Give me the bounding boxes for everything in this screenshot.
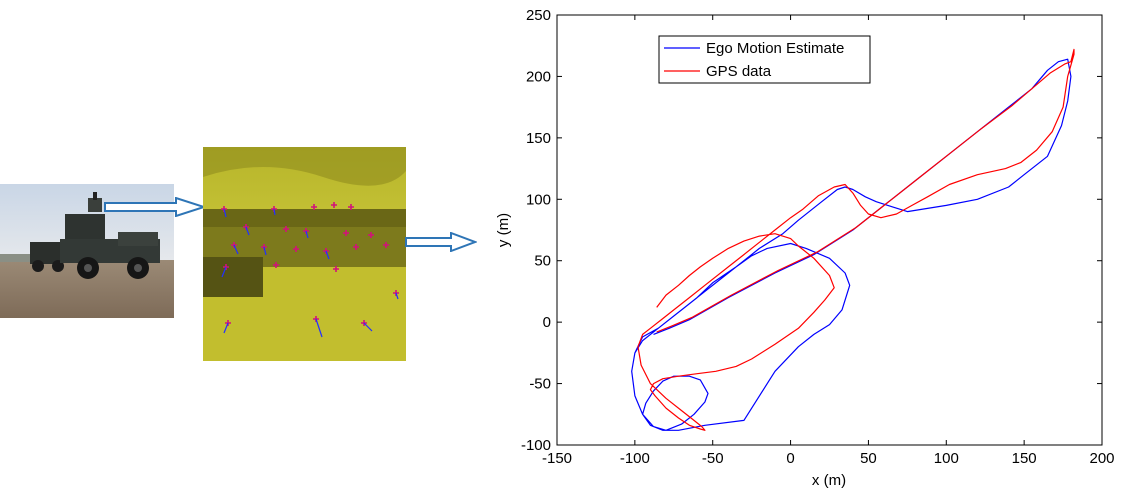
y-axis-label: y (m) <box>495 213 512 247</box>
plot-area <box>556 14 1103 446</box>
arrow-right-icon <box>104 197 206 217</box>
x-tick-label: -150 <box>542 450 572 467</box>
x-tick-label: 50 <box>860 450 877 467</box>
feature-tracking-image <box>203 147 406 361</box>
y-tick-label: 50 <box>534 253 551 270</box>
x-tick-label: 150 <box>1012 450 1037 467</box>
x-axis-label: x (m) <box>812 472 846 489</box>
legend-label-gps: GPS data <box>706 63 772 80</box>
y-tick-label: 150 <box>526 130 551 147</box>
x-tick-label: 200 <box>1089 450 1114 467</box>
y-tick-label: 100 <box>526 191 551 208</box>
x-tick-label: 0 <box>786 450 794 467</box>
x-tick-label: 100 <box>934 450 959 467</box>
legend: Ego Motion Estimate GPS data <box>658 35 871 84</box>
legend-label-ego: Ego Motion Estimate <box>706 40 844 57</box>
x-tick-label: -50 <box>702 450 724 467</box>
y-tick-label: 200 <box>526 68 551 85</box>
y-tick-label: -50 <box>529 376 551 393</box>
arrow-right-icon <box>405 232 477 252</box>
y-tick-label: -100 <box>521 437 551 454</box>
vehicle-photo <box>0 184 174 318</box>
series-line-gps <box>637 48 1075 431</box>
series-line-ego-motion <box>631 58 1072 431</box>
y-tick-label: 250 <box>526 7 551 24</box>
y-tick-label: 0 <box>543 314 551 331</box>
x-tick-label: -100 <box>620 450 650 467</box>
